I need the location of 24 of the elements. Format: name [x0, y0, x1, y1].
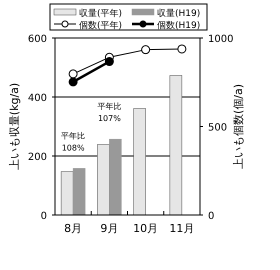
annotation: 平年比 107% — [97, 102, 122, 124]
y2-tick-label: 500 — [208, 122, 228, 134]
y-tick-label: 200 — [28, 152, 47, 163]
x-tick-label: 8月 — [64, 222, 82, 235]
point — [104, 57, 114, 66]
x-tick-label: 9月 — [100, 222, 118, 235]
legend-label: 収量(H19) — [157, 8, 200, 19]
point — [177, 44, 186, 54]
point — [68, 77, 78, 86]
legend-label: 個数(H19) — [157, 20, 200, 31]
y-tick-label: 400 — [28, 93, 47, 104]
legend-label: 収量(平年) — [79, 8, 122, 19]
y2-tick-label: 1000 — [208, 34, 234, 45]
x-tick-label: 10月 — [133, 222, 158, 235]
x-tick-label: 11月 — [169, 222, 194, 235]
point — [141, 45, 150, 54]
y-tick-label: 0 — [40, 211, 47, 222]
y-tick-label: 600 — [28, 34, 47, 45]
annotation: 平年比 108% — [61, 131, 86, 152]
y2-axis-title: 上いも個数(個/a) — [232, 84, 245, 170]
point — [68, 69, 78, 78]
y2-tick-label: 0 — [208, 211, 214, 222]
y-axis-title: 上いも収量(kg/a) — [8, 82, 21, 170]
legend-label: 個数(平年) — [79, 20, 122, 31]
